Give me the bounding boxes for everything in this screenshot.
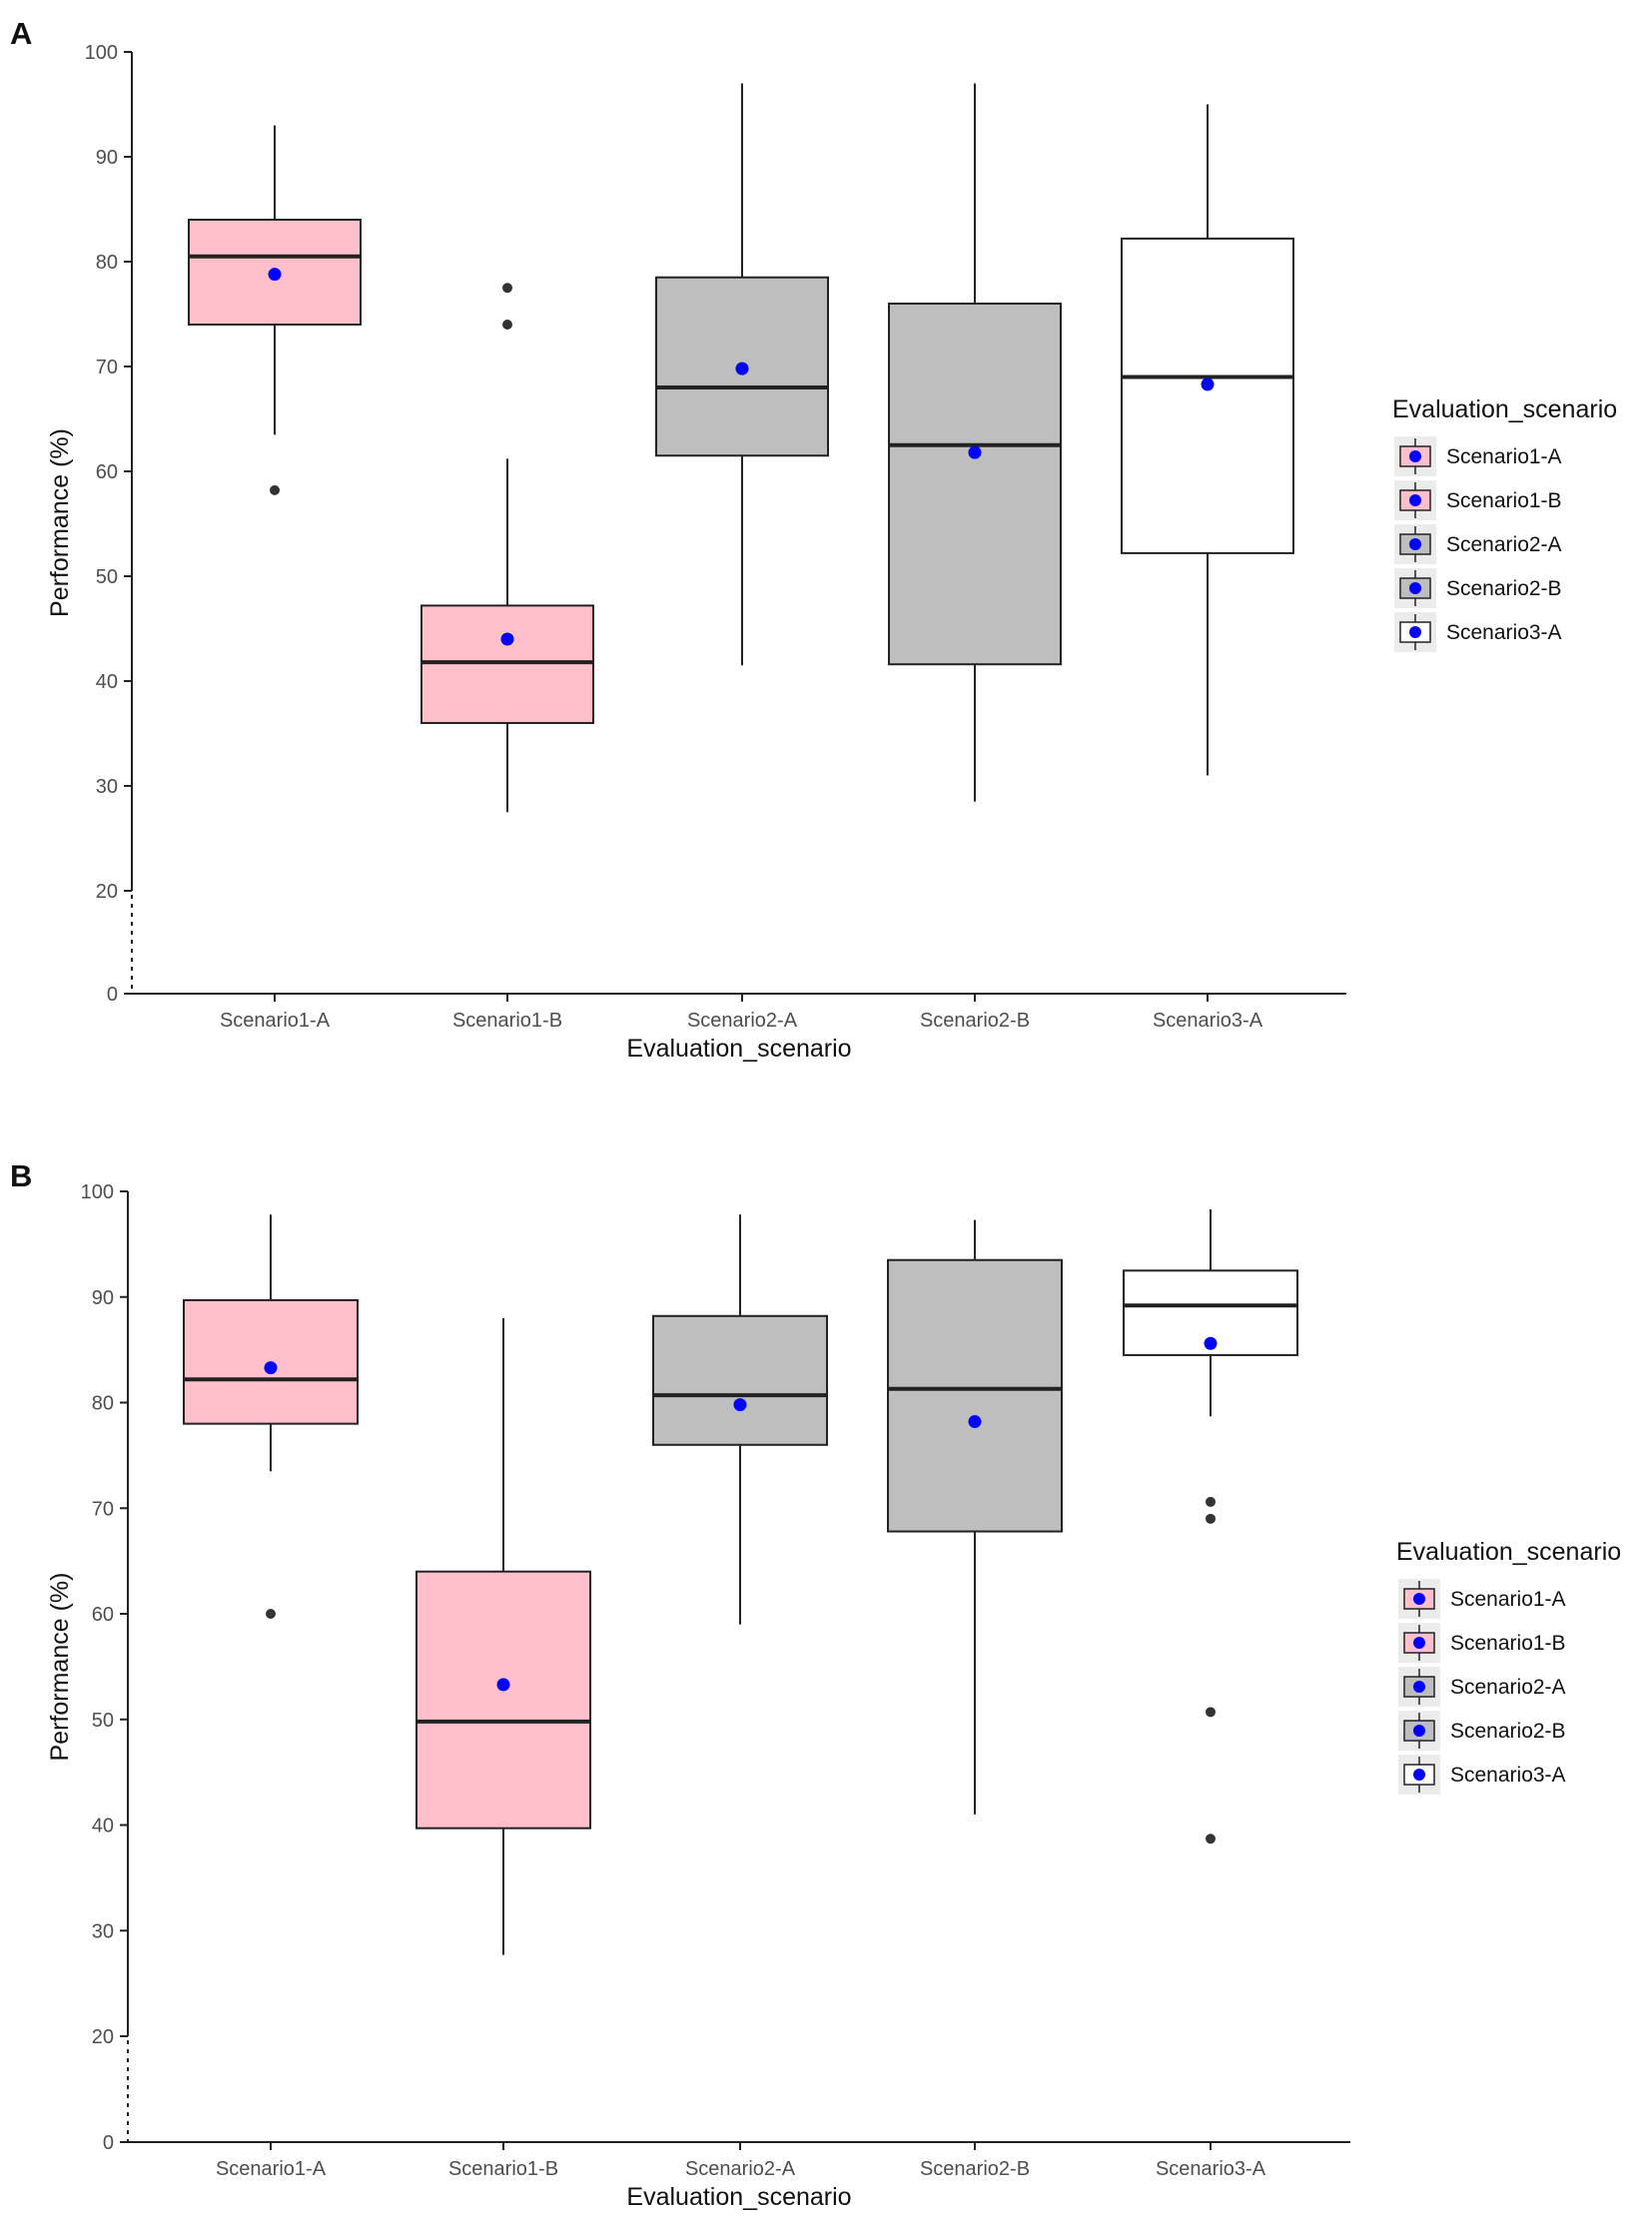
box-scenario1-b: [415, 1317, 591, 1955]
outlier-point: [502, 283, 512, 294]
x-tick-label: Scenario1-B: [448, 2158, 558, 2180]
y-tick-label: 90: [96, 147, 118, 169]
x-axis-title: Evaluation_scenario: [626, 2183, 851, 2211]
legend-label: Scenario2-A: [1450, 1676, 1566, 1699]
y-tick-label: 80: [92, 1393, 114, 1415]
legend-label: Scenario2-B: [1446, 577, 1562, 600]
box-scenario2-b: [888, 83, 1062, 802]
x-tick-label: Scenario2-A: [685, 2158, 796, 2180]
legend-label: Scenario2-B: [1450, 1720, 1566, 1743]
x-tick-label: Scenario2-B: [920, 1010, 1030, 1032]
mean-point: [264, 1361, 278, 1375]
box-iqr: [1121, 237, 1294, 554]
box-iqr: [652, 1314, 828, 1446]
box-scenario1-a: [183, 1214, 359, 1619]
mean-point: [268, 268, 282, 282]
x-tick-label: Scenario3-A: [1156, 2158, 1266, 2180]
x-tick-label: Scenario2-B: [920, 2158, 1030, 2180]
y-tick-label: 50: [96, 566, 118, 588]
box-scenario1-b: [420, 283, 594, 813]
box-iqr: [888, 303, 1062, 666]
mean-point: [733, 1398, 747, 1412]
y-tick-label: 90: [92, 1287, 114, 1309]
y-tick-label: 60: [96, 461, 118, 483]
legend-key-mean-point: [1413, 1681, 1425, 1693]
outlier-point: [266, 1609, 276, 1619]
legend-title: Evaluation_scenario: [1392, 395, 1617, 423]
outlier-point: [270, 484, 280, 495]
y-tick-label: 30: [92, 1920, 114, 1942]
legend-label: Scenario1-A: [1446, 445, 1562, 468]
box-iqr: [887, 1258, 1063, 1533]
y-tick-label: 0: [103, 2132, 114, 2154]
y-tick-label: 0: [107, 984, 118, 1006]
mean-point: [735, 362, 749, 375]
outlier-point: [1206, 1513, 1216, 1524]
box-scenario2-b: [887, 1219, 1063, 1815]
y-tick-label: 100: [85, 42, 118, 64]
x-tick-label: Scenario1-A: [220, 1010, 331, 1032]
mean-point: [1201, 377, 1215, 391]
legend-key-mean-point: [1413, 1637, 1425, 1649]
y-tick-label: 70: [92, 1498, 114, 1520]
box-scenario3-a: [1123, 1208, 1298, 1845]
panel-label: A: [10, 16, 32, 51]
y-axis-title: Performance (%): [46, 428, 74, 617]
y-tick-label: 50: [92, 1710, 114, 1732]
x-tick-label: Scenario2-A: [687, 1010, 798, 1032]
legend-key-mean-point: [1409, 538, 1421, 550]
legend-label: Scenario1-B: [1450, 1632, 1566, 1655]
mean-point: [500, 632, 514, 646]
legend-key-mean-point: [1413, 1593, 1425, 1605]
y-tick-label: 30: [96, 776, 118, 798]
outlier-point: [1206, 1496, 1216, 1507]
panel-label: B: [10, 1158, 32, 1193]
legend-key-mean-point: [1409, 450, 1421, 462]
legend-key-mean-point: [1409, 626, 1421, 638]
legend-title: Evaluation_scenario: [1396, 1538, 1621, 1566]
legend-label: Scenario3-A: [1446, 621, 1562, 644]
mean-point: [496, 1678, 510, 1692]
mean-point: [968, 445, 982, 459]
x-tick-label: Scenario1-B: [452, 1010, 562, 1032]
y-tick-label: 80: [96, 252, 118, 274]
x-axis-title: Evaluation_scenario: [626, 1035, 851, 1063]
legend-label: Scenario3-A: [1450, 1764, 1566, 1787]
legend-key-mean-point: [1413, 1769, 1425, 1781]
x-tick-label: Scenario3-A: [1153, 1010, 1263, 1032]
box-scenario1-a: [188, 125, 362, 495]
y-tick-label: 40: [92, 1816, 114, 1838]
legend-key-mean-point: [1409, 494, 1421, 506]
x-tick-label: Scenario1-A: [216, 2158, 327, 2180]
box-iqr: [420, 604, 594, 725]
y-tick-label: 60: [92, 1604, 114, 1626]
legend: Evaluation_scenario Scenario1-A Scenario1-…: [1396, 1538, 1621, 1795]
chart-panel-a: A 0 20 30 40 50 60 70 80 90 100 Performance (%) Scen…: [10, 16, 1617, 1063]
y-tick-label: 100: [81, 1181, 114, 1203]
outlier-point: [1206, 1707, 1216, 1718]
outlier-point: [502, 320, 512, 330]
legend-label: Scenario1-A: [1450, 1588, 1566, 1611]
y-tick-label: 20: [92, 2026, 114, 2048]
chart-panel-b: B 0 20 30 40 50 60 70 80 90 100 Performance (%) Scen…: [10, 1158, 1621, 2211]
box-scenario2-a: [652, 1214, 828, 1625]
box-scenario2-a: [655, 83, 829, 666]
legend-label: Scenario1-B: [1446, 489, 1562, 512]
legend: Evaluation_scenario Scenario1-A Scenario1-…: [1392, 395, 1617, 652]
legend-label: Scenario2-A: [1446, 533, 1562, 556]
y-tick-label: 40: [96, 671, 118, 693]
y-tick-label: 20: [96, 881, 118, 903]
box-scenario3-a: [1121, 104, 1294, 776]
outlier-point: [1206, 1834, 1216, 1845]
mean-point: [1204, 1336, 1218, 1350]
y-axis-title: Performance (%): [46, 1573, 74, 1762]
legend-key-mean-point: [1413, 1725, 1425, 1737]
mean-point: [968, 1415, 982, 1429]
legend-key-mean-point: [1409, 582, 1421, 594]
box-iqr: [415, 1570, 591, 1830]
y-tick-label: 70: [96, 357, 118, 378]
